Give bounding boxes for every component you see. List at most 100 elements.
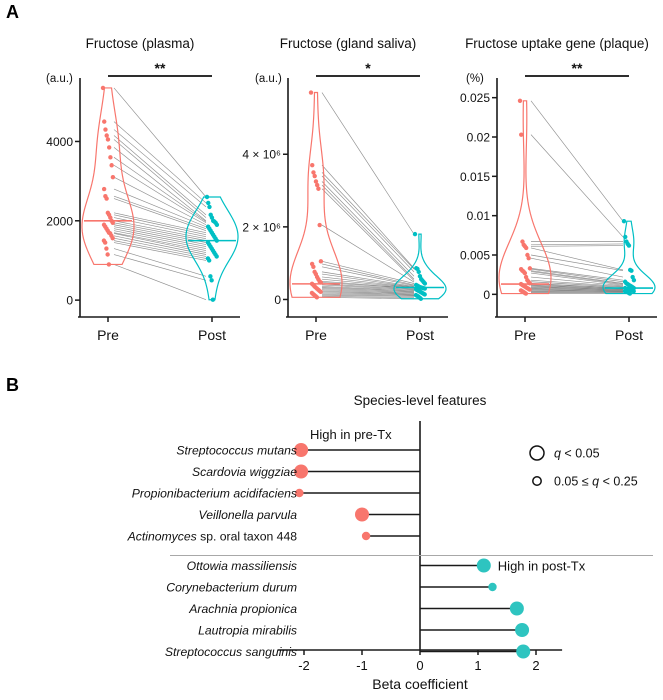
legend-circle-small	[532, 476, 542, 486]
link-line	[530, 243, 624, 246]
y-tick-label: 0.005	[460, 249, 490, 263]
data-point	[308, 90, 314, 95]
lollipop-row[interactable]: Streptococcus mutans	[176, 443, 420, 458]
species-label: Propionibacterium acidifaciens	[132, 487, 297, 501]
link-line	[113, 254, 207, 281]
violin-outline-post	[602, 220, 656, 295]
link-line	[530, 286, 624, 290]
link-line	[113, 135, 207, 216]
lollipop-dot[interactable]	[355, 507, 369, 522]
link-line	[530, 134, 624, 238]
link-line	[530, 270, 624, 284]
link-line	[530, 254, 624, 272]
y-axis-unit: (%)	[466, 73, 484, 85]
lollipop-row[interactable]: Streptococcus sanguinis	[165, 644, 531, 660]
lollipop-dot[interactable]	[294, 443, 309, 457]
violin-outline-pre	[81, 87, 135, 266]
lollipop-row[interactable]: Veillonella parvula	[199, 507, 420, 523]
link-line	[321, 290, 415, 294]
link-line	[321, 295, 415, 298]
lollipop-row[interactable]: Propionibacterium acidifaciens	[132, 487, 420, 501]
lollipop-dot[interactable]	[361, 531, 371, 541]
data-point	[208, 274, 213, 279]
link-line	[530, 100, 624, 222]
link-line	[321, 278, 415, 289]
x-axis-label: Pre	[514, 327, 536, 343]
species-label: Arachnia propionica	[188, 602, 297, 616]
data-point	[517, 98, 523, 104]
y-tick-label: 0	[66, 294, 73, 308]
data-point	[631, 288, 636, 294]
lollipop-row[interactable]: Corynebacterium durum	[166, 581, 497, 595]
lollipop-row[interactable]: Scardovia wiggziae	[192, 464, 420, 480]
x-axis-label: Post	[198, 327, 226, 343]
panel-label-b: B	[6, 375, 19, 395]
data-points-pre	[308, 90, 324, 300]
link-line	[321, 175, 415, 273]
species-label: Veillonella parvula	[199, 508, 298, 522]
lollipop-rows: Streptococcus mutans Scardovia wiggziae Pr…	[127, 443, 531, 659]
data-point	[209, 278, 214, 283]
link-line	[530, 245, 624, 247]
x-axis-title: Beta coefficient	[372, 676, 468, 692]
y-tick-label: 0.025	[460, 91, 490, 105]
lollipop-dot[interactable]	[488, 582, 497, 592]
data-point	[104, 133, 109, 138]
data-point	[317, 222, 322, 228]
lollipop-dot[interactable]	[509, 601, 524, 616]
lollipop-dot[interactable]	[295, 488, 304, 498]
panel-a-svg: Fructose (plasma) (a.u.) 0 2000 4000 Pre Post *…	[46, 36, 657, 343]
link-line	[113, 87, 207, 198]
lollipop-row[interactable]: Actinomyces sp. oral taxon 448	[127, 530, 420, 544]
link-line	[321, 291, 415, 295]
lollipop-dot[interactable]	[516, 644, 531, 659]
link-line	[113, 264, 207, 301]
link-line	[530, 247, 624, 271]
link-line	[321, 287, 415, 292]
data-point	[206, 258, 212, 263]
violin-chart-3: Fructose uptake gene (plaque) (%) 0 0.005 0.…	[460, 36, 657, 343]
lollipop-row[interactable]: Ottowia massiliensis	[187, 558, 491, 574]
chart-title: Fructose uptake gene (plaque)	[465, 36, 649, 51]
data-point	[623, 234, 628, 240]
data-point	[422, 281, 428, 286]
y-tick-label: 0	[483, 288, 490, 302]
link-line	[321, 286, 415, 292]
data-point	[318, 289, 323, 295]
data-point	[313, 179, 319, 184]
x-tick-label: 1	[474, 658, 481, 673]
species-label: Corynebacterium durum	[166, 581, 297, 595]
x-tick-label: -1	[356, 658, 368, 673]
data-point	[101, 186, 107, 192]
data-point	[527, 266, 533, 271]
paired-link-lines	[321, 92, 415, 300]
data-point	[214, 254, 219, 259]
link-line	[530, 271, 624, 285]
data-point	[416, 269, 421, 275]
data-point	[105, 137, 111, 142]
lollipop-row[interactable]: Lautropia mirabilis	[198, 623, 530, 638]
significance-label: **	[572, 60, 583, 76]
lollipop-dot[interactable]	[476, 558, 491, 573]
panel-b-lollipop-chart: Species-level features -2 -1 0 1 2 Beta coeffi…	[0, 385, 663, 700]
x-tick-label: 2	[532, 658, 539, 673]
link-line	[113, 248, 207, 277]
data-point	[523, 245, 529, 251]
panel-b-svg: Species-level features -2 -1 0 1 2 Beta coeffi…	[127, 393, 653, 692]
data-point	[210, 297, 216, 302]
link-line	[321, 266, 415, 286]
lollipop-dot[interactable]	[294, 464, 309, 479]
link-line	[113, 242, 207, 261]
x-axis-label: Pre	[97, 327, 119, 343]
link-line	[113, 240, 207, 259]
lollipop-dot[interactable]	[515, 623, 530, 637]
data-point	[102, 240, 108, 245]
link-line	[530, 276, 624, 287]
chart-title: Fructose (gland saliva)	[280, 36, 417, 51]
lollipop-row[interactable]: Arachnia propionica	[188, 601, 524, 617]
link-line	[530, 279, 624, 287]
data-point	[627, 291, 633, 296]
legend-label-small: 0.05 ≤ q < 0.25	[554, 475, 638, 489]
link-line	[321, 184, 415, 280]
annotation-high-pre: High in pre-Tx	[310, 427, 392, 442]
